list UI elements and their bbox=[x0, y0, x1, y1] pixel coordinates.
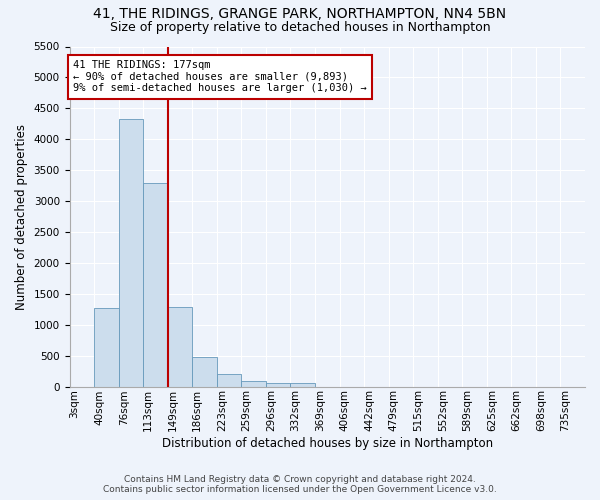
Bar bbox=[168, 307, 192, 386]
Text: Contains HM Land Registry data © Crown copyright and database right 2024.
Contai: Contains HM Land Registry data © Crown c… bbox=[103, 474, 497, 494]
Text: Size of property relative to detached houses in Northampton: Size of property relative to detached ho… bbox=[110, 21, 490, 34]
Bar bbox=[94, 308, 119, 386]
Bar bbox=[217, 374, 241, 386]
Bar bbox=[241, 381, 266, 386]
Bar bbox=[143, 182, 168, 386]
Bar bbox=[266, 382, 290, 386]
Bar bbox=[119, 119, 143, 386]
Text: 41, THE RIDINGS, GRANGE PARK, NORTHAMPTON, NN4 5BN: 41, THE RIDINGS, GRANGE PARK, NORTHAMPTO… bbox=[94, 8, 506, 22]
Y-axis label: Number of detached properties: Number of detached properties bbox=[15, 124, 28, 310]
X-axis label: Distribution of detached houses by size in Northampton: Distribution of detached houses by size … bbox=[162, 437, 493, 450]
Bar bbox=[290, 384, 315, 386]
Text: 41 THE RIDINGS: 177sqm
← 90% of detached houses are smaller (9,893)
9% of semi-d: 41 THE RIDINGS: 177sqm ← 90% of detached… bbox=[73, 60, 367, 94]
Bar bbox=[192, 357, 217, 386]
